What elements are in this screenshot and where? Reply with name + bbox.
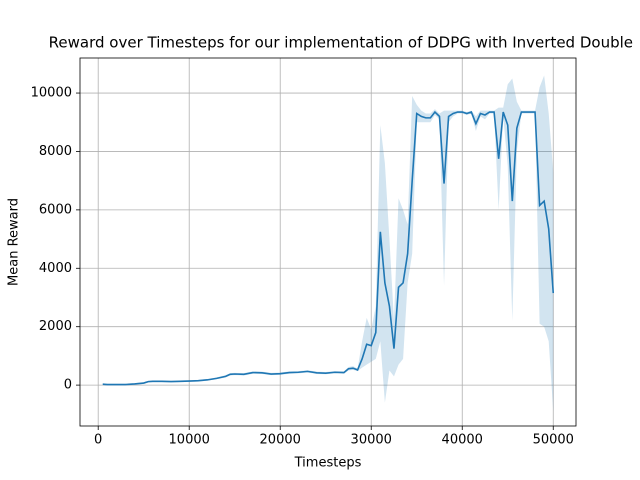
line bbox=[102, 110, 555, 386]
y-tick-label: 2000 bbox=[39, 319, 72, 334]
y-tick-label: 4000 bbox=[39, 261, 72, 276]
y-tick-label: 0 bbox=[64, 378, 72, 393]
x-tick-label: 10000 bbox=[169, 433, 210, 448]
x-tick-label: 30000 bbox=[351, 433, 392, 448]
chart-title: Reward over Timesteps for our implementa… bbox=[49, 34, 633, 52]
y-tick-label: 10000 bbox=[31, 86, 72, 101]
x-tick-label: 50000 bbox=[533, 433, 574, 448]
confidence-band bbox=[102, 75, 554, 412]
y-tick-label: 8000 bbox=[39, 144, 72, 159]
x-axis-label: Timesteps bbox=[294, 456, 362, 471]
x-tick-label: 20000 bbox=[260, 433, 301, 448]
x-tick-label: 40000 bbox=[442, 433, 483, 448]
y-tick-label: 6000 bbox=[39, 202, 72, 217]
plot-frame bbox=[79, 57, 577, 427]
y-axis-label: Mean Reward bbox=[7, 198, 22, 286]
x-tick-label: 0 bbox=[94, 433, 102, 448]
